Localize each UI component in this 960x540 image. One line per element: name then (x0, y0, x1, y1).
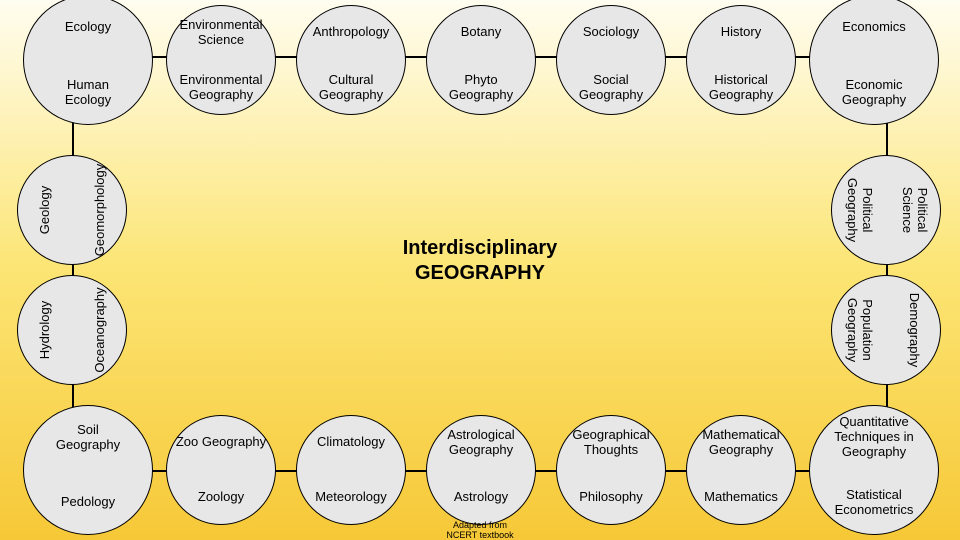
label-env-science-top: Environmental Science (161, 8, 281, 58)
label-economics-bottom: Economic Geography (804, 68, 944, 118)
label-env-science-bottom: Environmental Geography (161, 63, 281, 113)
label-meteorology-top: Climatology (291, 418, 411, 468)
label-sociology-bottom: Social Geography (551, 63, 671, 113)
label-demography-right: Demography (889, 275, 939, 385)
label-stats-top: Quantitative Techniques in Geography (804, 413, 944, 463)
diagram-canvas: Interdisciplinary GEOGRAPHY Ecology Human… (0, 0, 960, 540)
label-ecology-bottom: Human Ecology (18, 68, 158, 118)
label-zoology-bottom: Zoology (161, 473, 281, 523)
label-economics-top: Economics (804, 3, 944, 53)
label-astrology-bottom: Astrology (421, 473, 541, 523)
label-philosophy-top: Geographical Thoughts (551, 418, 671, 468)
label-mathematics-top: Mathematical Geography (681, 418, 801, 468)
label-zoology-top: Zoo Geography (161, 418, 281, 468)
label-history-top: History (681, 8, 801, 58)
diagram-title: Interdisciplinary GEOGRAPHY (0, 236, 960, 286)
title-line1: Interdisciplinary (403, 237, 558, 259)
label-sociology-top: Sociology (551, 8, 671, 58)
label-pedology-top: Soil Geography (18, 413, 158, 463)
label-philosophy-bottom: Philosophy (551, 473, 671, 523)
label-mathematics-bottom: Mathematics (681, 473, 801, 523)
label-geology-left: Geology (20, 155, 70, 265)
label-hydrology-left: Hydrology (20, 275, 70, 385)
label-demography-left: Population Geography (834, 275, 884, 385)
label-hydrology-right: Oceanography (75, 275, 125, 385)
label-meteorology-bottom: Meteorology (291, 473, 411, 523)
label-pol-science-right: Political Science (889, 155, 939, 265)
title-line2: GEOGRAPHY (415, 262, 545, 284)
label-astrology-top: Astrological Geography (421, 418, 541, 468)
label-geology-right: Geomorphology (75, 155, 125, 265)
label-history-bottom: Historical Geography (681, 63, 801, 113)
label-ecology-top: Ecology (18, 3, 158, 53)
label-botany-top: Botany (421, 8, 541, 58)
label-anthropology-top: Anthropology (291, 8, 411, 58)
label-pol-science-left: Political Geography (834, 155, 884, 265)
label-anthropology-bottom: Cultural Geography (291, 63, 411, 113)
label-botany-bottom: Phyto Geography (421, 63, 541, 113)
footer-credit: Adapted from NCERT textbook (0, 520, 960, 540)
